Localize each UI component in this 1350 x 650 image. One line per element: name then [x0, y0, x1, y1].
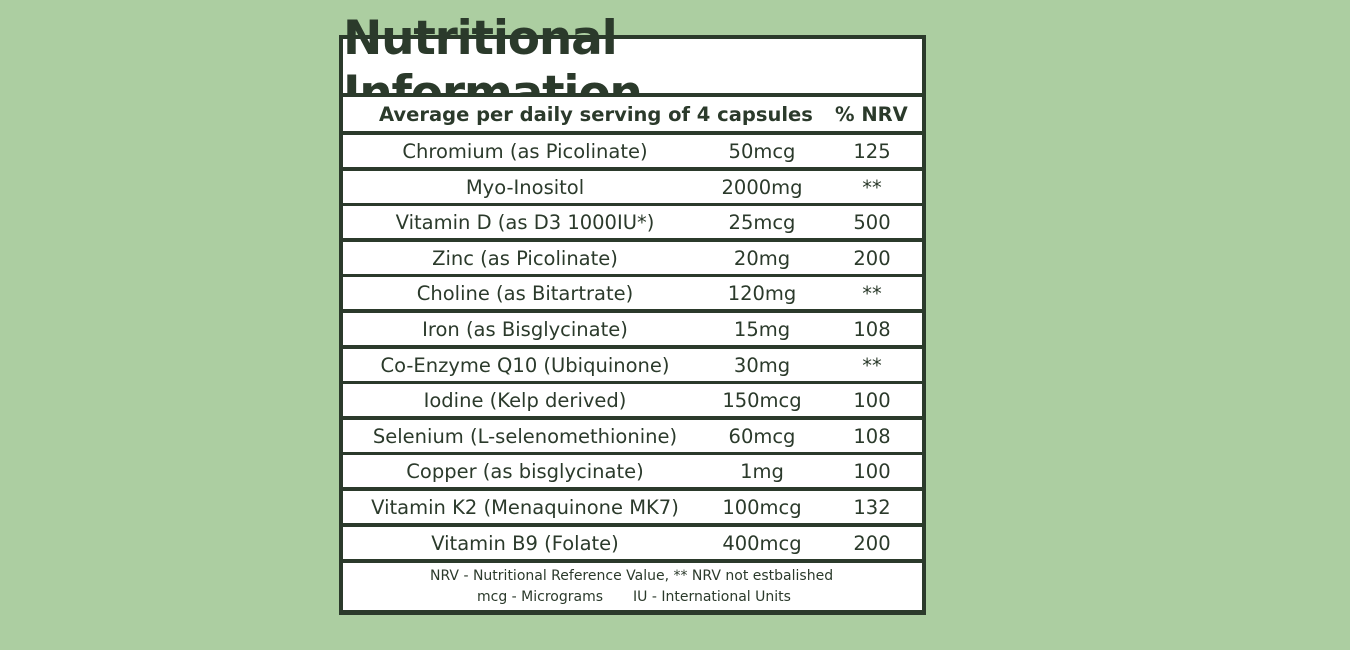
table-header: Average per daily serving of 4 capsules … [343, 97, 922, 131]
nutrient-amount: 20mg [733, 247, 791, 270]
nutrient-nrv: 132 [853, 496, 891, 519]
nutrient-name: Choline (as Bitartrate) [416, 282, 634, 305]
nutrient-nrv: 200 [853, 247, 891, 270]
label-footer: NRV - Nutritional Reference Value, ** NR… [343, 563, 922, 610]
nutrient-amount: 30mg [733, 354, 791, 377]
nutrient-name: Zinc (as Picolinate) [432, 247, 618, 270]
nutrient-amount: 15mg [733, 318, 791, 341]
nutrient-name: Myo-Inositol [465, 176, 585, 199]
nutrient-name: Vitamin D (as D3 1000IU*) [395, 211, 655, 234]
table-row: Copper (as bisglycinate) 1mg 100 [343, 455, 922, 487]
nutrient-amount: 50mcg [728, 140, 796, 163]
footer-iu-note: IU - International Units [633, 589, 791, 605]
table-row: Vitamin B9 (Folate) 400mcg 200 [343, 527, 922, 559]
table-row: Iodine (Kelp derived) 150mcg 100 [343, 384, 922, 416]
nutrient-nrv: 108 [853, 425, 891, 448]
nutrient-amount: 400mcg [722, 532, 802, 555]
nutrient-amount: 1mg [740, 460, 784, 483]
table-row: Co-Enzyme Q10 (Ubiquinone) 30mg ** [343, 349, 922, 381]
nutrient-nrv: 100 [853, 460, 891, 483]
nutrient-amount: 60mcg [728, 425, 796, 448]
nutrient-amount: 150mcg [722, 389, 802, 412]
nutrition-label: Nutritional Information Average per dail… [339, 11, 926, 615]
nutrient-name: Vitamin K2 (Menaquinone MK7) [371, 496, 679, 519]
nutrient-nrv: 108 [853, 318, 891, 341]
footer-mcg-note: mcg - Micrograms [477, 589, 604, 605]
nutrient-nrv: 500 [853, 211, 891, 234]
table-row: Myo-Inositol 2000mg ** [343, 171, 922, 203]
nutrient-nrv: 100 [853, 389, 891, 412]
table-row: Zinc (as Picolinate) 20mg 200 [343, 242, 922, 274]
nutrient-nrv: ** [862, 176, 882, 199]
nutrient-nrv: ** [862, 282, 882, 305]
label-title: Nutritional Information [343, 11, 922, 121]
table-row: Chromium (as Picolinate) 50mcg 125 [343, 135, 922, 167]
table-row: Vitamin K2 (Menaquinone MK7) 100mcg 132 [343, 491, 922, 523]
table-row: Selenium (L-selenomethionine) 60mcg 108 [343, 420, 922, 452]
nutrient-name: Co-Enzyme Q10 (Ubiquinone) [380, 354, 670, 377]
nutrient-amount: 100mcg [722, 496, 802, 519]
nutrient-nrv: 125 [853, 140, 891, 163]
nutrient-name: Iodine (Kelp derived) [423, 389, 627, 412]
nutrient-nrv: 200 [853, 532, 891, 555]
table-row: Vitamin D (as D3 1000IU*) 25mcg 500 [343, 206, 922, 238]
table-row: Choline (as Bitartrate) 120mg ** [343, 277, 922, 309]
header-serving: Average per daily serving of 4 capsules [379, 103, 813, 126]
nutrient-name: Selenium (L-selenomethionine) [372, 425, 678, 448]
nutrient-name: Vitamin B9 (Folate) [431, 532, 619, 555]
nutrient-amount: 120mg [727, 282, 797, 305]
nutrient-name: Copper (as bisglycinate) [406, 460, 644, 483]
footer-line-2: mcg - Micrograms IU - International Units [477, 589, 791, 605]
nutrient-name: Chromium (as Picolinate) [402, 140, 648, 163]
nutrient-nrv: ** [862, 354, 882, 377]
nutrient-amount: 2000mg [721, 176, 803, 199]
table-row: Iron (as Bisglycinate) 15mg 108 [343, 313, 922, 345]
footer-line-1: NRV - Nutritional Reference Value, ** NR… [430, 568, 834, 584]
nutrient-name: Iron (as Bisglycinate) [422, 318, 628, 341]
nutrient-amount: 25mcg [728, 211, 796, 234]
header-nrv: % NRV [835, 103, 908, 126]
